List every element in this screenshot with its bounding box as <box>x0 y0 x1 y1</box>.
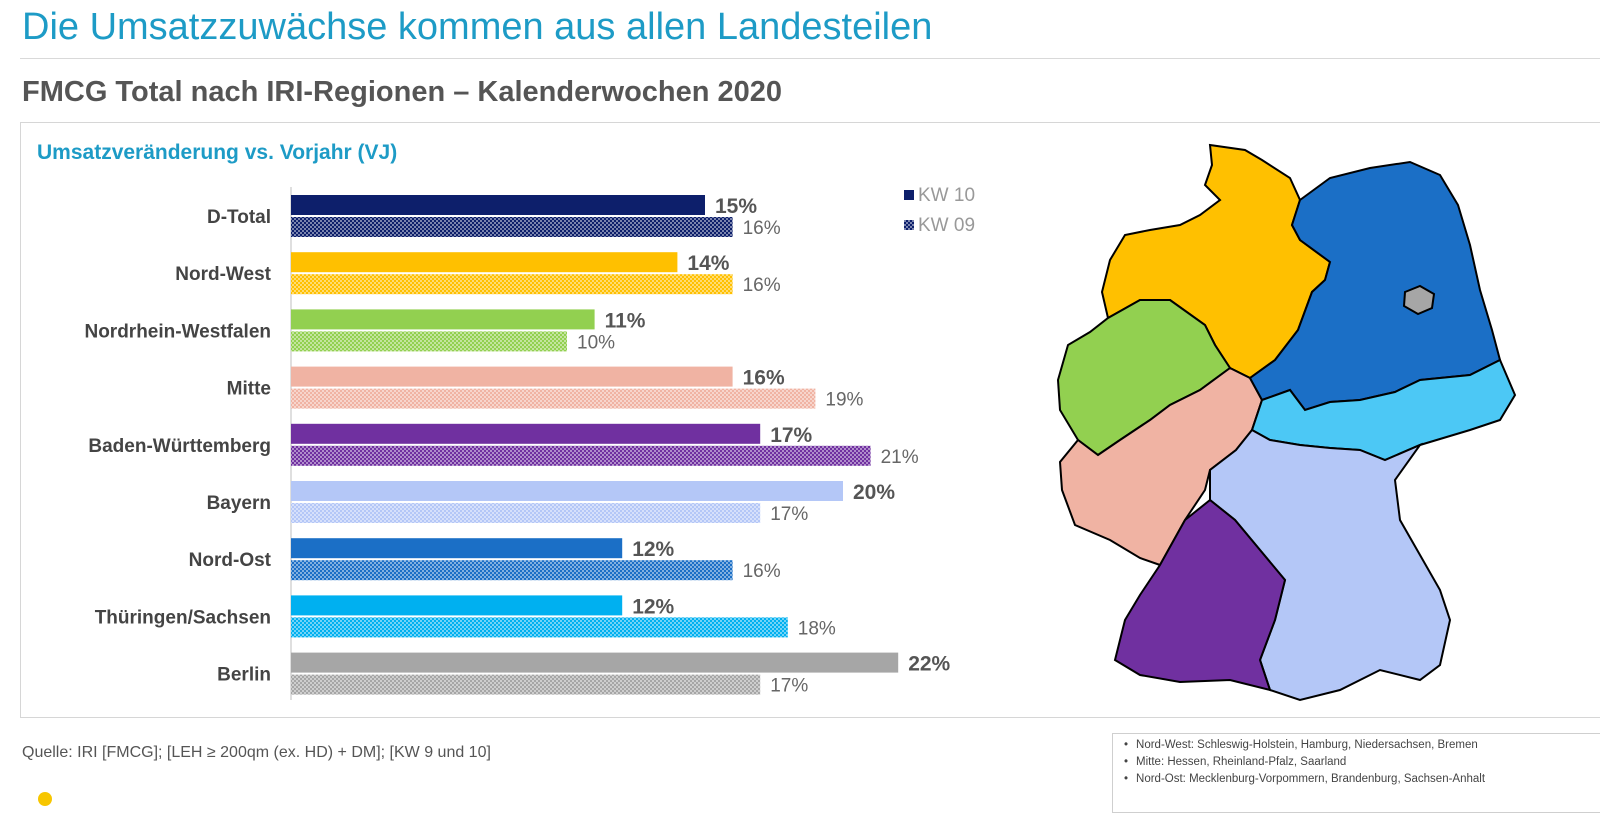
bar-kw09 <box>291 674 761 695</box>
data-label-kw09: 17% <box>770 676 808 697</box>
region-notes: Nord-West: Schleswig-Holstein, Hamburg, … <box>1124 737 1485 788</box>
bar-kw09 <box>291 617 788 638</box>
page-subtitle: FMCG Total nach IRI-Regionen – Kalenderw… <box>22 76 783 108</box>
bar-kw10 <box>291 423 761 444</box>
data-label-kw10: 12% <box>632 538 674 561</box>
bar-kw09 <box>291 274 733 295</box>
category-label: Nord-Ost <box>189 550 272 571</box>
legend-swatch <box>904 190 914 200</box>
data-label-kw10: 15% <box>715 195 757 218</box>
brand-logo-icon <box>38 792 52 806</box>
bar-kw10 <box>291 252 678 273</box>
bar-kw09 <box>291 503 761 523</box>
data-label-kw10: 20% <box>853 481 895 504</box>
bar-kw10 <box>291 538 623 559</box>
germany-map <box>1056 143 1517 702</box>
category-label: Berlin <box>217 665 271 686</box>
source-note: Quelle: IRI [FMCG]; [LEH ≥ 200qm (ex. HD… <box>22 744 491 761</box>
bar-kw10 <box>291 652 899 673</box>
bar-kw10 <box>291 481 843 501</box>
title-divider <box>20 58 1600 59</box>
category-label: Nordrhein-Westfalen <box>84 321 271 342</box>
data-label-kw09: 17% <box>770 504 808 525</box>
chart-legend: KW 10 KW 09 <box>904 185 975 236</box>
bar-kw09 <box>291 445 871 466</box>
bar-kw10 <box>291 595 623 616</box>
map-region-baden-wuerttemberg <box>1113 498 1287 692</box>
legend-label: KW 09 <box>918 215 975 236</box>
bar-kw10 <box>291 309 595 330</box>
chart-panel <box>20 122 1600 718</box>
category-label: D-Total <box>207 207 271 228</box>
data-label-kw10: 14% <box>687 252 729 275</box>
legend-label: KW 10 <box>918 185 975 206</box>
bar-kw09 <box>291 388 816 409</box>
data-label-kw09: 21% <box>881 447 919 468</box>
data-label-kw09: 19% <box>825 390 863 411</box>
data-label-kw10: 22% <box>908 653 950 676</box>
data-label-kw10: 11% <box>605 309 646 332</box>
page-title: Die Umsatzzuwächse kommen aus allen Land… <box>22 6 933 48</box>
legend-swatch <box>904 220 914 230</box>
bar-kw09 <box>291 560 733 581</box>
category-label: Bayern <box>207 493 271 514</box>
map-region-berlin <box>1402 284 1436 316</box>
region-note-mitte: Mitte: Hessen, Rheinland-Pfalz, Saarland <box>1124 754 1485 771</box>
bar-kw09 <box>291 331 567 352</box>
bar-kw09 <box>291 217 733 237</box>
data-label-kw09: 16% <box>743 275 781 296</box>
bars-layer: D-Total 15%16%Nord-West 14%16%Nordrhein-We… <box>84 187 951 700</box>
category-label: Nord-West <box>175 264 271 285</box>
chart-title: Umsatzveränderung vs. Vorjahr (VJ) <box>37 141 398 164</box>
bar-kw10 <box>291 195 705 215</box>
bar-kw10 <box>291 366 733 387</box>
data-label-kw10: 12% <box>632 595 674 618</box>
region-note-nord-west: Nord-West: Schleswig-Holstein, Hamburg, … <box>1124 737 1485 754</box>
data-label-kw09: 18% <box>798 618 836 639</box>
region-note-nord-ost: Nord-Ost: Mecklenburg-Vorpommern, Brande… <box>1124 771 1485 788</box>
data-label-kw10: 16% <box>743 367 785 390</box>
data-label-kw09: 10% <box>577 332 615 353</box>
category-label: Baden-Württemberg <box>88 436 271 457</box>
category-label: Mitte <box>227 379 271 400</box>
data-label-kw09: 16% <box>743 561 781 582</box>
category-label: Thüringen/Sachsen <box>95 607 271 628</box>
data-label-kw09: 16% <box>743 218 781 239</box>
data-label-kw10: 17% <box>770 424 812 447</box>
